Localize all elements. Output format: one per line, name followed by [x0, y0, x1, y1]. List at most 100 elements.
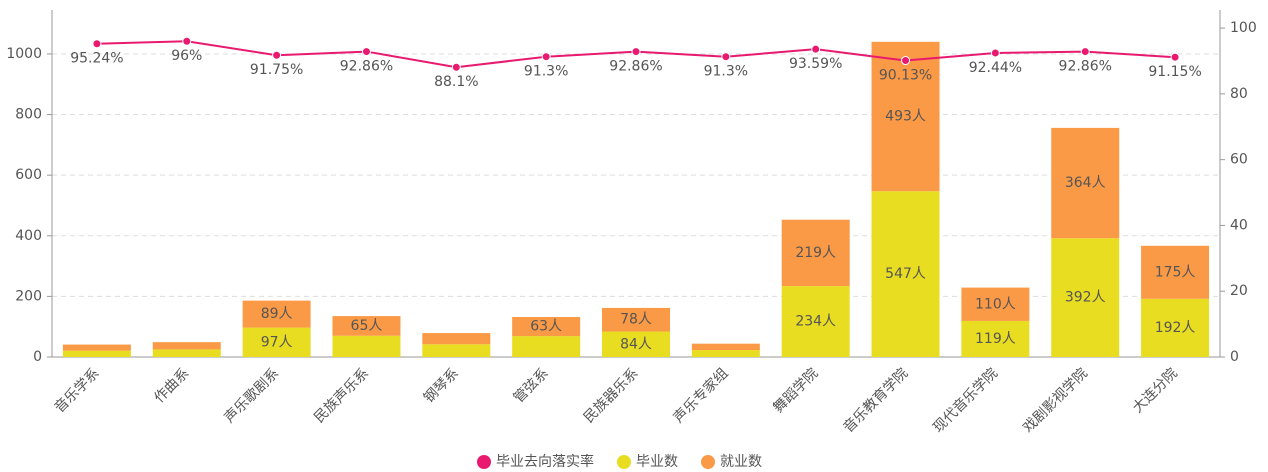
bar-segment [961, 287, 1030, 321]
data-label: 78人 [620, 312, 652, 328]
x-tick-label: 民族声乐系 [311, 365, 372, 426]
x-tick-label: 现代音乐学院 [930, 365, 1001, 436]
data-label: 219人 [795, 245, 836, 261]
line-point [721, 52, 731, 62]
bar-segment [422, 333, 491, 345]
data-label: 234人 [795, 314, 836, 330]
bar-segment [602, 307, 670, 332]
x-tick-label: 民族器乐系 [581, 365, 642, 426]
data-label: 96% [171, 48, 202, 64]
bar-segment [512, 336, 581, 357]
y2-tick-label: 100 [1230, 20, 1257, 36]
line-point [451, 62, 461, 72]
bar-segment [1051, 127, 1120, 239]
bar-segment [422, 344, 491, 357]
y-tick-label: 1000 [6, 46, 42, 62]
legend-label: 就业数 [720, 454, 762, 470]
bar-segment [1141, 245, 1210, 299]
bar-segment [62, 344, 131, 351]
line-point [92, 39, 102, 49]
bar-segment [332, 335, 401, 357]
data-label: 392人 [1065, 290, 1106, 306]
data-label: 91.3% [524, 64, 568, 80]
x-tick-label: 声乐歌剧系 [221, 365, 282, 426]
bar-segment [602, 331, 670, 357]
data-label: 92.86% [1059, 59, 1112, 75]
data-label: 88.1% [434, 74, 478, 90]
y-tick-label: 0 [33, 349, 42, 365]
line-point [990, 48, 1000, 58]
x-tick-label: 戏剧影视学院 [1020, 365, 1091, 436]
data-label: 192人 [1155, 320, 1196, 336]
line-point [361, 47, 371, 57]
legend-swatch [477, 455, 491, 469]
bar-segment [691, 350, 760, 357]
y2-tick-label: 80 [1230, 86, 1248, 102]
data-label: 547人 [885, 266, 926, 282]
x-tick-label: 舞蹈学院 [770, 365, 821, 416]
bar-segment [152, 342, 221, 350]
x-tick-label: 钢琴系 [421, 365, 462, 406]
data-label: 91.15% [1148, 64, 1201, 80]
bar-segment [961, 320, 1030, 357]
bar-segment [871, 191, 940, 357]
y-tick-label: 200 [15, 288, 42, 304]
data-label: 91.3% [704, 64, 748, 80]
bar-segment [781, 219, 850, 287]
data-label: 175人 [1155, 264, 1196, 280]
data-label: 92.86% [340, 59, 393, 75]
x-tick-label: 声乐专家组 [670, 365, 732, 427]
data-label: 91.75% [250, 62, 303, 78]
data-label: 119人 [975, 331, 1016, 347]
bar-segment [781, 286, 850, 357]
data-label: 110人 [975, 296, 1016, 312]
x-tick-label: 音乐教育学院 [840, 365, 911, 436]
bar-segment [152, 349, 221, 357]
legend-swatch [617, 455, 631, 469]
data-label: 97人 [261, 334, 293, 350]
legend-swatch [701, 455, 715, 469]
legend: 毕业去向落实率 毕业数 就业数 [477, 453, 762, 470]
bar-segment [332, 316, 401, 336]
data-label: 93.59% [789, 56, 842, 72]
line-point [541, 52, 551, 62]
bar-segment [871, 41, 940, 192]
y-tick-label: 400 [15, 228, 42, 244]
y2-tick-label: 20 [1230, 283, 1248, 299]
data-label: 364人 [1065, 175, 1106, 191]
line-point [811, 44, 821, 54]
line-point [1080, 47, 1090, 57]
line-point [272, 50, 282, 60]
y2-tick-label: 40 [1230, 217, 1248, 233]
line-point [901, 56, 911, 66]
x-tick-label: 管弦系 [511, 365, 552, 406]
data-label: 89人 [261, 306, 293, 322]
bar-segment [62, 350, 131, 357]
bar-segment [1051, 238, 1120, 357]
line-point [182, 36, 192, 46]
legend-label: 毕业数 [636, 454, 678, 470]
y-tick-label: 800 [15, 107, 42, 123]
bar-segment [242, 300, 311, 328]
data-label: 493人 [885, 109, 926, 125]
data-label: 65人 [351, 318, 383, 334]
x-tick-label: 音乐学系 [51, 365, 103, 417]
legend-label: 毕业去向落实率 [496, 453, 594, 470]
bar-segment [242, 327, 311, 357]
data-label: 90.13% [879, 68, 932, 84]
x-tick-label: 作曲系 [151, 365, 192, 406]
line-point [631, 47, 641, 57]
y2-tick-label: 60 [1230, 152, 1248, 168]
bar-segment [1141, 298, 1210, 357]
data-label: 92.86% [609, 59, 662, 75]
data-label: 95.24% [70, 51, 123, 67]
y-tick-label: 600 [15, 167, 42, 183]
bar-segment [691, 343, 760, 351]
data-label: 92.44% [969, 60, 1022, 76]
data-label: 84人 [620, 336, 652, 352]
bar-segment [512, 316, 581, 337]
y2-tick-label: 0 [1230, 349, 1239, 365]
x-tick-label: 大连分院 [1130, 365, 1181, 416]
data-label: 63人 [530, 319, 562, 335]
